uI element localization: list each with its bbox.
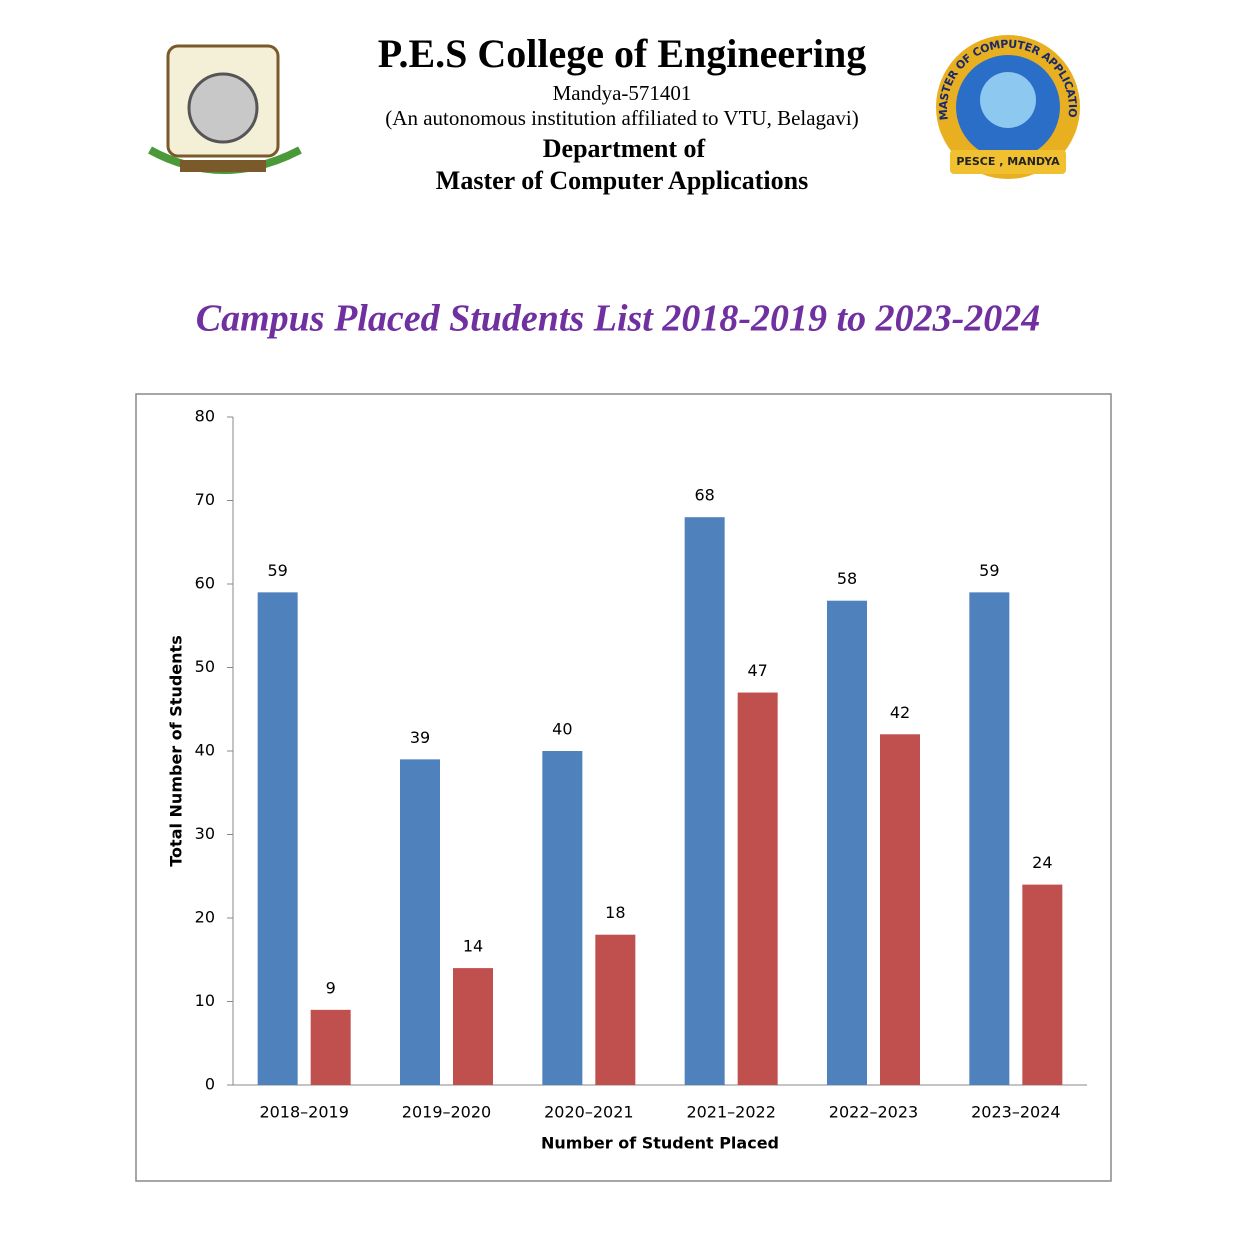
bar: [969, 592, 1010, 1085]
bar: [400, 759, 440, 1085]
x-tick-label: 2021–2022: [686, 1103, 775, 1122]
y-tick-label: 50: [195, 657, 215, 676]
x-tick-label: 2022–2023: [829, 1103, 918, 1122]
bar: [827, 600, 867, 1085]
y-tick-label: 40: [195, 741, 215, 760]
y-tick-label: 60: [195, 574, 215, 593]
y-tick-label: 20: [195, 908, 215, 927]
data-label: 18: [605, 903, 625, 922]
logo-banner: PESCE , MANDYA: [956, 155, 1060, 168]
bar: [453, 968, 493, 1085]
y-tick-label: 0: [205, 1075, 215, 1094]
data-label: 59: [979, 561, 999, 580]
data-label: 9: [326, 978, 336, 997]
page-title: Campus Placed Students List 2018-2019 to…: [196, 298, 1040, 340]
x-tick-label: 2019–2020: [402, 1103, 491, 1122]
x-axis-title: Number of Student Placed: [541, 1134, 779, 1153]
x-tick-label: 2020–2021: [544, 1103, 633, 1122]
header-program: Master of Computer Applications: [436, 166, 808, 195]
bar: [595, 934, 636, 1085]
header-affiliation: (An autonomous institution affiliated to…: [385, 106, 858, 130]
y-tick-label: 30: [195, 824, 215, 843]
bar: [1022, 884, 1063, 1085]
data-label: 68: [694, 486, 714, 505]
bar: [310, 1009, 351, 1085]
bar: [257, 592, 298, 1085]
x-tick-label: 2018–2019: [259, 1103, 348, 1122]
data-label: 39: [410, 728, 430, 747]
data-label: 47: [747, 661, 767, 680]
data-label: 24: [1032, 853, 1052, 872]
header-address: Mandya-571401: [553, 81, 692, 105]
y-tick-label: 80: [195, 407, 215, 426]
y-tick-label: 10: [195, 991, 215, 1010]
data-label: 59: [267, 561, 287, 580]
x-tick-label: 2023–2024: [971, 1103, 1060, 1122]
header-department: Department of: [543, 134, 706, 163]
y-axis-title: Total Number of Students: [167, 635, 186, 866]
chart-frame: [135, 393, 1112, 1182]
bar: [542, 751, 583, 1085]
data-label: 42: [890, 703, 910, 722]
college-logo: [148, 44, 302, 174]
data-label: 58: [837, 569, 857, 588]
bar: [684, 517, 725, 1085]
bar: [737, 692, 778, 1085]
header-title: P.E.S College of Engineering: [378, 31, 867, 76]
bar: [880, 734, 920, 1085]
data-label: 40: [552, 720, 572, 739]
y-tick-label: 70: [195, 490, 215, 509]
data-label: 14: [463, 937, 483, 956]
